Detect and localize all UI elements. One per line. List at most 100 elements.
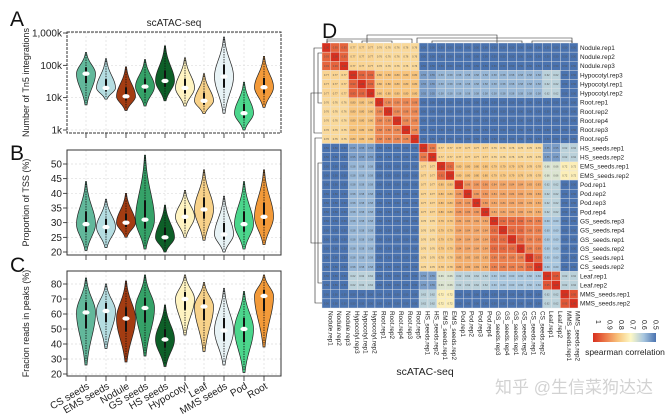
cell-value: 0.50 xyxy=(377,210,383,214)
plot-frame xyxy=(66,270,282,377)
cell-value: 0.62 xyxy=(483,274,489,278)
cell-value: 0.78 xyxy=(536,174,542,178)
cell-value: 0.62 xyxy=(545,301,551,305)
cell-value: 0.50 xyxy=(377,174,383,178)
cell-value: 0.50 xyxy=(474,301,480,305)
cell-value: 0.76 xyxy=(386,64,392,68)
cell-value: 0.50 xyxy=(350,301,356,305)
cell-value: 0.50 xyxy=(527,64,533,68)
cell-value: 0.50 xyxy=(412,183,418,187)
cell-value: 1.00 xyxy=(527,256,533,260)
cell-value: 0.50 xyxy=(474,64,480,68)
cell-value: 0.50 xyxy=(545,64,551,68)
cell-value: 0.62 xyxy=(430,292,436,296)
cell-value: 0.50 xyxy=(536,292,542,296)
column-label: HS_seeds.rep1 xyxy=(424,311,431,355)
cell-value: 0.93 xyxy=(368,82,374,86)
cell-value: 0.50 xyxy=(342,164,348,168)
cell-value: 0.50 xyxy=(571,137,577,141)
cell-value: 0.62 xyxy=(456,274,462,278)
cell-value: 0.84 xyxy=(518,192,524,196)
cell-value: 0.62 xyxy=(562,146,568,150)
cell-value: 0.62 xyxy=(571,146,577,150)
y-tick-label: 50 xyxy=(51,160,63,171)
cell-value: 0.76 xyxy=(536,146,542,150)
cell-value: 0.62 xyxy=(571,283,577,287)
panel-letter-a: A xyxy=(10,8,24,31)
cell-value: 0.50 xyxy=(518,301,524,305)
row-label: Pod.rep2 xyxy=(580,191,606,198)
cell-value: 0.60 xyxy=(553,219,559,223)
cell-value: 0.50 xyxy=(571,73,577,77)
cell-value: 0.50 xyxy=(333,256,339,260)
cell-value: 0.58 xyxy=(465,73,471,77)
cell-value: 0.80 xyxy=(359,110,365,114)
cell-value: 0.50 xyxy=(509,46,515,50)
column-label: Root.rep5 xyxy=(415,311,422,340)
cell-value: 0.84 xyxy=(518,210,524,214)
cell-value: 0.60 xyxy=(509,274,515,278)
cell-value: 0.92 xyxy=(518,237,524,241)
cell-value: 0.80 xyxy=(377,91,383,95)
cell-value: 0.80 xyxy=(350,119,356,123)
cell-value: 0.50 xyxy=(456,100,462,104)
cell-value: 0.50 xyxy=(536,110,542,114)
cell-value: 0.50 xyxy=(562,237,568,241)
cell-value: 0.50 xyxy=(342,201,348,205)
cell-value: 0.77 xyxy=(421,183,427,187)
cell-value: 0.58 xyxy=(368,210,374,214)
cell-value: 0.50 xyxy=(342,301,348,305)
cell-value: 0.89 xyxy=(500,256,506,260)
cell-value: 0.58 xyxy=(350,174,356,178)
cell-value: 0.89 xyxy=(492,256,498,260)
cell-value: 0.58 xyxy=(359,256,365,260)
cell-value: 0.50 xyxy=(342,219,348,223)
cell-value: 0.58 xyxy=(359,174,365,178)
cell-value: 0.50 xyxy=(412,164,418,168)
cell-value: 0.95 xyxy=(562,301,568,305)
cell-value: 0.50 xyxy=(509,55,515,59)
column-label: Nodule.rep3 xyxy=(344,311,351,346)
cell-value: 0.80 xyxy=(359,119,365,123)
cell-value: 0.62 xyxy=(359,274,365,278)
cell-value: 0.50 xyxy=(527,100,533,104)
cell-value: 0.80 xyxy=(483,174,489,178)
cell-value: 0.50 xyxy=(333,183,339,187)
cell-value: 0.62 xyxy=(553,192,559,196)
cell-value: 0.55 xyxy=(553,155,559,159)
cell-value: 0.50 xyxy=(553,46,559,50)
cell-value: 0.88 xyxy=(403,110,409,114)
cell-value: 0.50 xyxy=(483,119,489,123)
cell-value: 0.50 xyxy=(447,137,453,141)
cell-value: 1.00 xyxy=(500,228,506,232)
cell-value: 0.78 xyxy=(527,164,533,168)
cell-value: 0.92 xyxy=(518,219,524,223)
y-tick-label: 50 xyxy=(51,325,63,336)
cell-value: 0.50 xyxy=(562,265,568,269)
cell-value: 0.89 xyxy=(492,265,498,269)
cell-value: 0.50 xyxy=(518,137,524,141)
cell-value: 0.93 xyxy=(324,55,330,59)
cell-value: 0.58 xyxy=(368,174,374,178)
cell-value: 0.77 xyxy=(359,46,365,50)
cell-value: 0.79 xyxy=(509,164,515,168)
cell-value: 0.50 xyxy=(395,247,401,251)
cell-value: 0.72 xyxy=(562,174,568,178)
cell-value: 0.50 xyxy=(465,292,471,296)
cell-value: 0.50 xyxy=(403,237,409,241)
cell-value: 0.58 xyxy=(359,183,365,187)
legend-colorbar xyxy=(593,333,656,342)
cell-value: 0.50 xyxy=(412,192,418,196)
y-tick-label: 60 xyxy=(51,310,63,321)
legend-tick-label: 1 xyxy=(594,320,601,324)
cell-value: 1.00 xyxy=(474,201,480,205)
cell-value: 0.50 xyxy=(474,110,480,114)
cell-value: 0.89 xyxy=(536,247,542,251)
cell-value: 0.76 xyxy=(518,155,524,159)
cell-value: 0.89 xyxy=(509,265,515,269)
cell-value: 0.89 xyxy=(527,219,533,223)
cell-value: 0.62 xyxy=(562,283,568,287)
cell-value: 0.50 xyxy=(439,119,445,123)
row-label: Pod.rep3 xyxy=(580,200,606,207)
cell-value: 0.88 xyxy=(395,100,401,104)
